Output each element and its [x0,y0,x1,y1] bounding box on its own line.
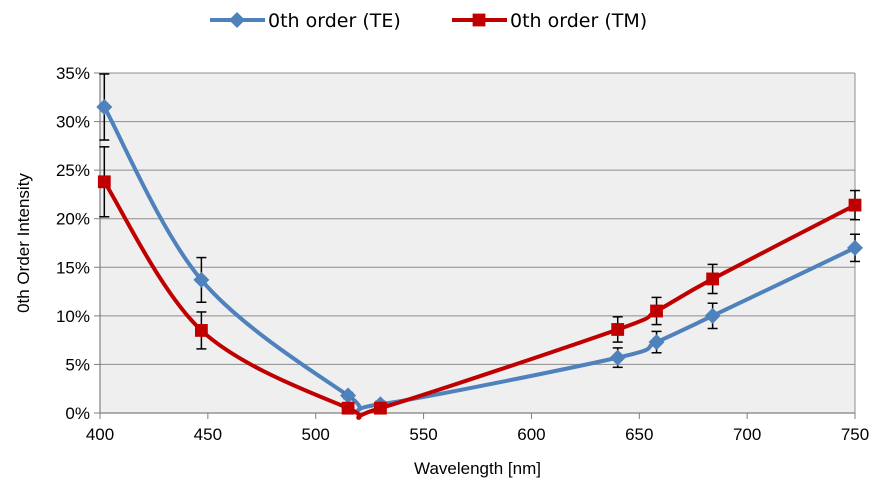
y-axis-ticks: 0% 5% 10% 15% 20% 25% 30% 35% [56,64,100,423]
point-0th-order-tm-5 [650,304,663,318]
plot-area [100,73,855,413]
x-tick-label-500: 500 [302,425,330,444]
legend-label-0th-order-tm: 0th order (TM) [510,10,647,32]
x-tick-label-400: 400 [86,425,114,444]
legend-marker-0th-order-tm [472,13,486,27]
legend: 0th order (TE) 0th order (TM) [210,10,647,32]
point-0th-order-tm-0 [97,175,111,189]
y-axis-label: 0th Order Intensity [14,173,33,313]
series-layer [96,73,863,420]
point-0th-order-tm-4 [611,323,625,336]
point-0th-order-te-0 [96,99,113,115]
x-tick-label-700: 700 [733,425,761,444]
point-0th-order-te-7 [847,239,863,256]
legend-item-0th-order-tm: 0th order (TM) [452,10,647,32]
point-0th-order-te-6 [704,307,721,324]
x-axis-ticks: 400 450 500 550 600 650 700 750 [86,413,869,444]
point-0th-order-tm-7 [848,198,862,212]
y-tick-label-25: 25% [56,161,90,180]
point-0th-order-tm-1 [194,324,208,337]
legend-item-0th-order-te: 0th order (TE) [210,10,401,32]
x-tick-label-550: 550 [409,425,437,444]
y-tick-label-30: 30% [56,113,90,132]
point-0th-order-tm-3 [374,401,387,415]
x-tick-label-750: 750 [841,425,869,444]
axes [99,73,855,414]
legend-marker-0th-order-te [229,12,245,28]
x-tick-label-650: 650 [625,425,653,444]
series-0th-order-tm [97,146,862,420]
point-0th-order-te-5 [648,334,665,351]
x-axis-label: Wavelength [nm] [414,459,541,478]
y-tick-label-10: 10% [56,307,90,326]
point-0th-order-tm-2 [341,401,355,415]
x-tick-label-450: 450 [194,425,222,444]
point-0th-order-tm-6 [706,272,720,286]
gridlines [100,72,856,413]
y-tick-label-35: 35% [56,64,90,83]
y-tick-label-5: 5% [65,355,90,374]
point-0th-order-te-4 [609,349,626,366]
point-0th-order-te-1 [193,271,210,288]
y-tick-label-15: 15% [56,258,90,277]
legend-label-0th-order-te: 0th order (TE) [268,10,401,32]
point-0th-order-te-2 [340,387,357,404]
y-tick-label-0: 0% [65,404,90,423]
y-tick-label-20: 20% [56,210,90,229]
x-tick-label-600: 600 [517,425,545,444]
